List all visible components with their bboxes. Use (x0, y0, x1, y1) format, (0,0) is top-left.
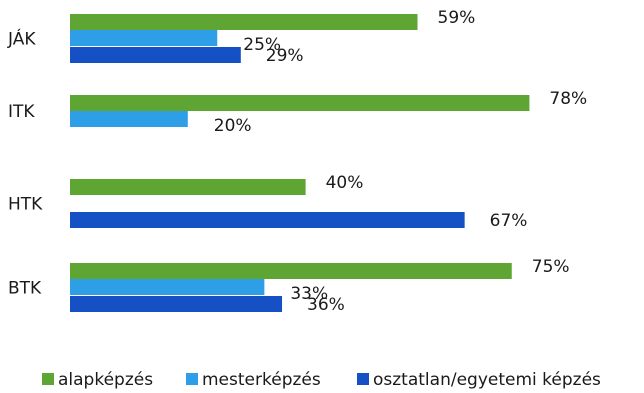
legend-swatch-2 (357, 373, 369, 385)
category-label-1: ITK (8, 102, 35, 122)
bar-0-0 (70, 14, 418, 30)
bar-3-0 (70, 263, 512, 279)
value-label-2-2: 67% (490, 211, 528, 231)
value-label-3-1: 33% (290, 284, 328, 304)
bar-2-2 (70, 212, 465, 228)
bar-1-0 (70, 95, 530, 111)
legend: alapképzés mesterképzés osztatlan/egyetemi… (42, 370, 601, 390)
legend-swatch-1 (186, 373, 198, 385)
legend-label-0: alapképzés (58, 370, 153, 390)
value-label-0-1: 25% (243, 35, 281, 55)
value-label-0-2: 29% (266, 46, 304, 66)
value-label-3-2: 36% (307, 295, 345, 315)
value-label-0-0: 59% (438, 8, 476, 28)
bar-2-0 (70, 179, 306, 195)
bar-0-1 (70, 30, 218, 46)
bar-3-2 (70, 296, 283, 312)
value-labels: 59% 25%29% 78% 20% 40% 67% 75% 33%36% (214, 8, 587, 315)
legend-swatch-0 (42, 373, 54, 385)
bar-3-1 (70, 279, 265, 295)
value-label-2-0: 40% (326, 173, 364, 193)
category-labels: JÁK ITK HTK BTK (7, 28, 43, 299)
value-label-1-0: 78% (549, 89, 587, 109)
category-label-0: JÁK (7, 28, 36, 50)
value-label-1-1: 20% (214, 116, 252, 136)
bars-layer (70, 14, 530, 312)
category-label-3: BTK (8, 279, 42, 299)
legend-label-1: mesterképzés (202, 370, 321, 390)
category-label-2: HTK (8, 195, 43, 215)
bar-1-1 (70, 111, 188, 127)
bar-0-2 (70, 47, 241, 63)
value-label-3-0: 75% (532, 257, 570, 277)
legend-label-2: osztatlan/egyetemi képzés (373, 370, 601, 390)
